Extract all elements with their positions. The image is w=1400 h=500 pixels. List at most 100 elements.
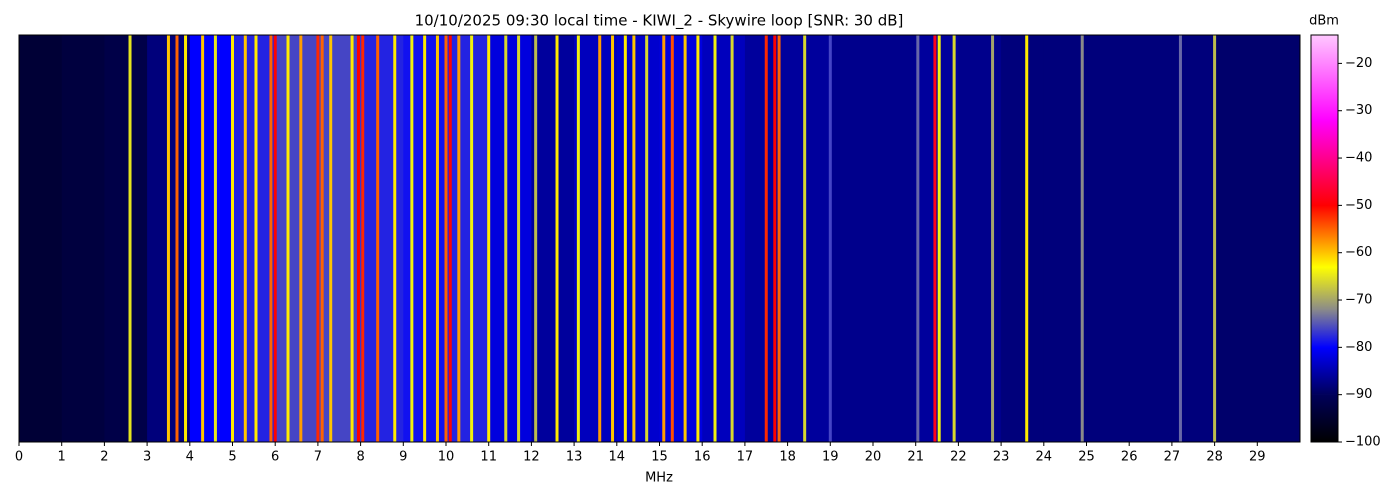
signal-trace bbox=[350, 35, 354, 442]
noise-band bbox=[189, 35, 233, 442]
signal-trace bbox=[534, 35, 538, 442]
signal-trace bbox=[361, 35, 365, 442]
signal-trace bbox=[645, 35, 649, 442]
signal-trace bbox=[175, 35, 179, 442]
noise-band bbox=[1171, 35, 1216, 442]
noise-band bbox=[1257, 35, 1301, 442]
x-tick-label: 9 bbox=[399, 450, 407, 465]
signal-trace bbox=[393, 35, 397, 442]
noise-band bbox=[446, 35, 490, 442]
signal-trace bbox=[487, 35, 491, 442]
noise-band bbox=[104, 35, 148, 442]
signal-trace bbox=[803, 35, 807, 442]
signal-trace bbox=[611, 35, 615, 442]
noise-band bbox=[317, 35, 362, 442]
plot-area bbox=[19, 35, 1301, 442]
noise-band bbox=[531, 35, 575, 442]
colorbar-tick-label: −30 bbox=[1345, 103, 1372, 118]
signal-trace bbox=[201, 35, 205, 442]
x-tick-label: 27 bbox=[1164, 450, 1181, 465]
x-tick-label: 11 bbox=[480, 450, 497, 465]
x-tick-label: 16 bbox=[694, 450, 711, 465]
x-tick-label: 10 bbox=[438, 450, 455, 465]
colorbar-segment bbox=[1311, 347, 1338, 395]
noise-band bbox=[616, 35, 660, 442]
noise-band bbox=[61, 35, 105, 442]
x-tick-label: 26 bbox=[1121, 450, 1138, 465]
noise-band bbox=[19, 35, 63, 442]
colorbar-tick-label: −90 bbox=[1345, 387, 1372, 402]
signal-trace bbox=[444, 35, 448, 442]
noise-band bbox=[659, 35, 703, 442]
noise-band bbox=[1043, 35, 1087, 442]
signal-trace bbox=[423, 35, 427, 442]
signal-trace bbox=[777, 35, 781, 442]
colorbar-segment bbox=[1311, 309, 1338, 348]
x-tick-label: 4 bbox=[186, 450, 194, 465]
signal-trace bbox=[286, 35, 290, 442]
signal-trace bbox=[576, 35, 580, 442]
x-tick-label: 7 bbox=[314, 450, 322, 465]
x-tick-label: 13 bbox=[566, 450, 583, 465]
signal-trace bbox=[470, 35, 474, 442]
signal-trace bbox=[410, 35, 414, 442]
colorbar-tick-label: −70 bbox=[1345, 293, 1372, 308]
signal-trace bbox=[517, 35, 521, 442]
x-tick-label: 15 bbox=[651, 450, 668, 465]
signal-trace bbox=[376, 35, 380, 442]
noise-band bbox=[488, 35, 532, 442]
signal-trace bbox=[555, 35, 559, 442]
x-tick-label: 8 bbox=[356, 450, 364, 465]
noise-band bbox=[360, 35, 404, 442]
signal-trace bbox=[299, 35, 303, 442]
signal-trace bbox=[329, 35, 333, 442]
signal-trace bbox=[316, 35, 320, 442]
x-tick-label: 3 bbox=[143, 450, 151, 465]
signal-trace bbox=[670, 35, 674, 442]
colorbar-segment bbox=[1311, 35, 1338, 121]
signal-trace bbox=[435, 35, 439, 442]
x-tick-label: 17 bbox=[737, 450, 754, 465]
signal-trace bbox=[828, 35, 832, 442]
signal-trace bbox=[504, 35, 508, 442]
noise-band bbox=[702, 35, 746, 442]
colorbar-label: dBm bbox=[1309, 14, 1339, 29]
colorbar-segment bbox=[1311, 120, 1338, 206]
colorbar-segment bbox=[1311, 394, 1338, 443]
signal-trace bbox=[320, 35, 324, 442]
signal-trace bbox=[457, 35, 461, 442]
noise-band bbox=[915, 35, 959, 442]
x-tick-label: 14 bbox=[609, 450, 626, 465]
colorbar-segment bbox=[1311, 205, 1338, 268]
signal-trace bbox=[1025, 35, 1029, 442]
signal-trace bbox=[991, 35, 995, 442]
signal-trace bbox=[623, 35, 627, 442]
colorbar-tick-label: −80 bbox=[1345, 340, 1372, 355]
x-tick-label: 5 bbox=[228, 450, 236, 465]
signal-trace bbox=[952, 35, 956, 442]
colorbar-tick-label: −20 bbox=[1345, 56, 1372, 71]
noise-band bbox=[958, 35, 1002, 442]
noise-band bbox=[574, 35, 618, 442]
signal-trace bbox=[166, 35, 170, 442]
signal-trace bbox=[448, 35, 452, 442]
signal-trace bbox=[269, 35, 273, 442]
x-tick-label: 1 bbox=[58, 450, 66, 465]
signal-trace bbox=[1178, 35, 1182, 442]
x-tick-label: 20 bbox=[865, 450, 882, 465]
signal-trace bbox=[933, 35, 937, 442]
signal-trace bbox=[356, 35, 360, 442]
signal-trace bbox=[128, 35, 132, 442]
x-tick-label: 23 bbox=[993, 450, 1010, 465]
x-tick-label: 0 bbox=[15, 450, 23, 465]
signal-trace bbox=[254, 35, 258, 442]
noise-band bbox=[830, 35, 874, 442]
signal-trace bbox=[730, 35, 734, 442]
x-tick-label: 24 bbox=[1036, 450, 1053, 465]
signal-trace bbox=[632, 35, 636, 442]
signal-trace bbox=[273, 35, 277, 442]
signal-trace bbox=[937, 35, 941, 442]
colorbar-tick-label: −40 bbox=[1345, 151, 1372, 166]
noise-band bbox=[787, 35, 831, 442]
